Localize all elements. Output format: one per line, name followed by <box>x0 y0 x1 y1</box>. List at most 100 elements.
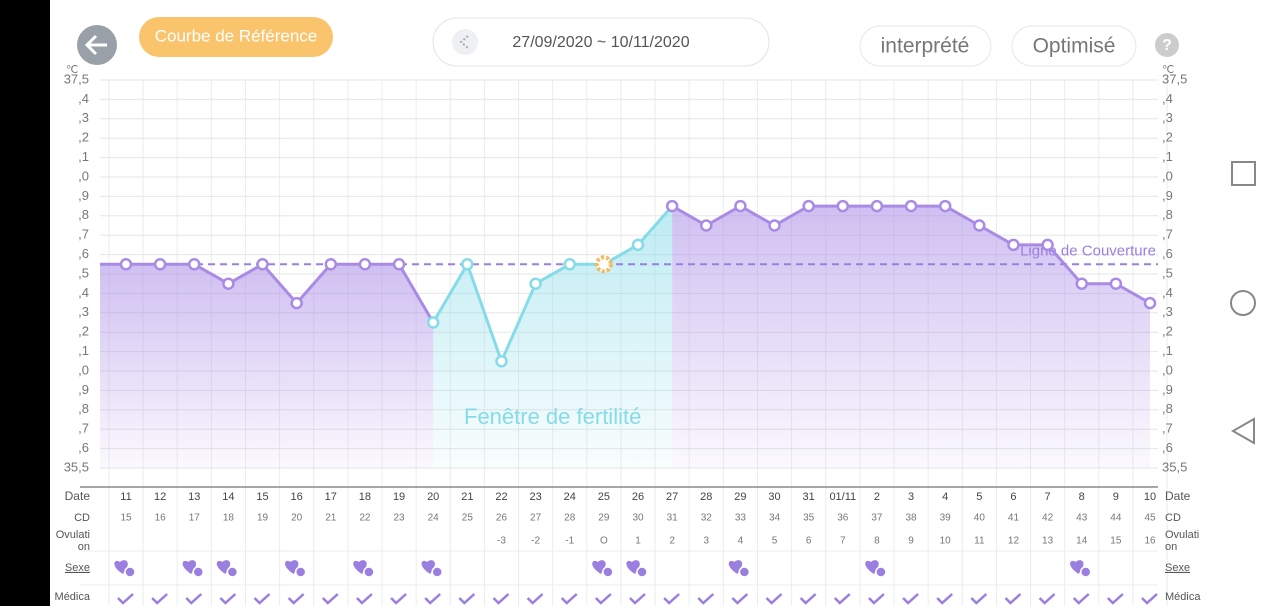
ovulation-label: 1 <box>635 536 641 547</box>
help-button[interactable] <box>1155 33 1179 57</box>
date-label: 6 <box>1010 491 1016 503</box>
temperature-point <box>904 199 918 213</box>
ovulation-label: 8 <box>874 536 880 547</box>
check-icon <box>390 593 407 605</box>
check-icon <box>697 593 715 605</box>
cd-label: 38 <box>906 513 918 524</box>
heart-badge <box>226 566 239 578</box>
optimized-button[interactable] <box>1011 25 1137 67</box>
date-label: 7 <box>1045 491 1051 503</box>
check-icon <box>219 593 237 605</box>
cd-label: 42 <box>1042 513 1054 524</box>
date-label: 15 <box>256 491 268 503</box>
cd-label: 23 <box>394 513 406 524</box>
nav-home[interactable] <box>1230 290 1256 316</box>
ovulation-label: -3 <box>497 536 506 547</box>
date-label: 01/11 <box>829 491 856 503</box>
heart-badge <box>636 566 648 578</box>
nav-recent[interactable] <box>1231 161 1256 186</box>
temperature-point <box>358 258 372 271</box>
temperature-point <box>256 258 269 271</box>
temperature-point <box>153 258 167 271</box>
cd-label: 24 <box>428 513 440 524</box>
ovulation-label: 11 <box>974 536 985 547</box>
date-label: 11 <box>120 491 131 503</box>
check-icon <box>833 593 851 605</box>
ovulation-label: 5 <box>772 536 778 547</box>
date-icon <box>452 29 478 55</box>
y-tick-label: ,1 <box>78 343 89 358</box>
date-label: 16 <box>291 491 303 503</box>
cd-label: 25 <box>462 513 474 524</box>
cd-label: 43 <box>1076 513 1088 524</box>
area-fill <box>672 206 1150 468</box>
ovulation-label: 14 <box>1076 536 1088 547</box>
heart-badge <box>875 566 887 578</box>
temperature-point <box>529 277 542 290</box>
y-tick-label: ,7 <box>78 421 89 436</box>
temperature-point <box>631 238 645 252</box>
row-label: Date <box>65 489 91 503</box>
y2-tick-label: ,0 <box>1162 362 1173 377</box>
date-label: 19 <box>393 491 405 503</box>
fertile-window-label: Fenêtre de fertilité <box>464 404 641 429</box>
date-range-pill[interactable] <box>432 17 770 67</box>
date-label: 20 <box>427 491 439 503</box>
cd-label: 19 <box>257 513 269 524</box>
check-icon <box>594 593 612 605</box>
cd-label: 26 <box>496 513 508 524</box>
temperature-line <box>431 205 674 363</box>
temperature-point <box>119 258 133 271</box>
heart-badge <box>192 566 205 578</box>
heart-badge <box>602 566 614 578</box>
date-label: 10 <box>1144 491 1156 503</box>
cd-label: 44 <box>1110 513 1122 524</box>
date-label: 5 <box>976 491 982 503</box>
cd-label: 16 <box>155 513 167 524</box>
area-fill <box>100 264 434 468</box>
optimized-label: Optimisé <box>1033 35 1116 58</box>
reference-button[interactable] <box>139 17 333 57</box>
nav-back[interactable] <box>1230 417 1255 445</box>
temperature-point <box>1041 238 1054 252</box>
heart-badge <box>1079 566 1092 578</box>
interpreted-button[interactable] <box>859 25 992 67</box>
row-label-right: Ovulati <box>1165 529 1199 541</box>
check-icon <box>458 593 476 605</box>
left-bar <box>0 0 50 606</box>
check-icon <box>868 593 885 605</box>
check-icon <box>424 593 442 605</box>
check-icon <box>185 593 203 605</box>
y2-tick-label: ,9 <box>1162 188 1173 203</box>
y2-tick-label: 37,5 <box>1162 71 1187 86</box>
help-label: ? <box>1162 37 1172 54</box>
date-label: 17 <box>325 491 337 503</box>
temperature-point <box>426 316 440 329</box>
cd-label: 36 <box>837 513 849 524</box>
check-icon <box>117 593 134 605</box>
check-icon <box>1038 593 1056 605</box>
y2-tick-label: ,5 <box>1162 265 1173 280</box>
date-label: 26 <box>632 491 644 503</box>
cd-label: 45 <box>1144 513 1156 524</box>
ovulation-label: 13 <box>1042 536 1054 547</box>
temperature-point <box>461 258 474 271</box>
temperature-point <box>324 258 338 271</box>
temperature-point <box>222 277 235 290</box>
nav-bar <box>1205 0 1280 606</box>
y2-tick-label: ,1 <box>1162 149 1173 164</box>
y-tick-label: ,5 <box>78 265 89 280</box>
row-label-right: on <box>1165 541 1177 553</box>
y2-tick-label: ,2 <box>1162 130 1173 145</box>
date-label: 24 <box>564 491 576 503</box>
row-label: Ovulati <box>56 529 90 541</box>
y-tick-label: ,6 <box>78 246 89 261</box>
check-icon <box>970 593 988 605</box>
y-tick-label: ,7 <box>78 227 89 242</box>
ovulation-label: 7 <box>840 536 846 547</box>
check-icon <box>1141 593 1158 605</box>
ovulation-label: 2 <box>669 536 675 547</box>
cd-label: 18 <box>223 513 235 524</box>
date-label: 29 <box>734 491 746 503</box>
ovulation-label: 10 <box>940 536 952 547</box>
